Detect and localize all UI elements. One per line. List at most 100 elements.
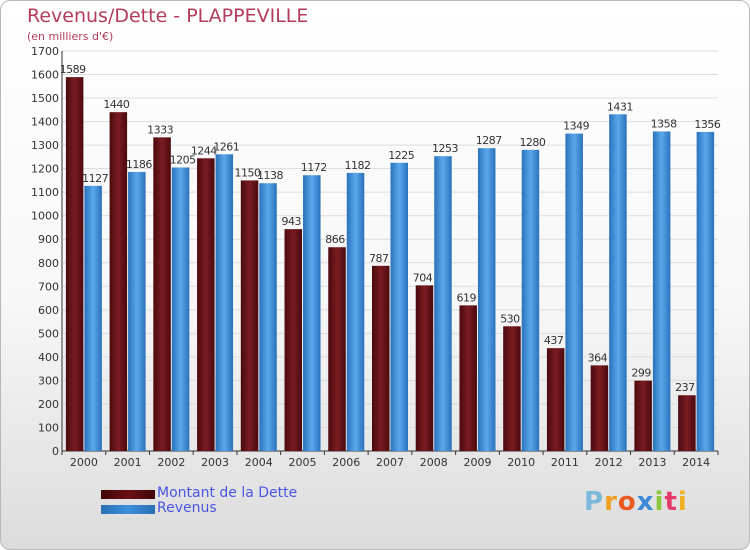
x-tick-label: 2010: [507, 456, 535, 469]
data-label-revenus: 1182: [345, 159, 371, 172]
y-tick-label: 800: [38, 257, 59, 270]
y-tick-label: 0: [52, 445, 59, 458]
logo-letter: P: [584, 487, 605, 517]
bar-revenus: [434, 156, 452, 452]
x-tick-label: 2007: [376, 456, 404, 469]
y-tick-label: 1300: [31, 139, 59, 152]
bar-dette: [109, 112, 128, 452]
data-label-dette: 619: [456, 291, 476, 304]
data-label-revenus: 1349: [563, 120, 589, 133]
y-tick-label: 700: [38, 280, 59, 293]
bar-dette: [459, 305, 477, 451]
data-label-dette: 787: [369, 252, 389, 265]
data-label-revenus: 1253: [432, 142, 458, 155]
proxiti-logo: Proxiti: [584, 487, 688, 517]
x-tick-label: 2003: [201, 456, 229, 469]
bar-dette: [328, 247, 346, 451]
bar-dette: [372, 265, 390, 451]
bar-revenus: [346, 172, 365, 451]
data-label-revenus: 1261: [213, 140, 239, 153]
data-label-revenus: 1172: [301, 161, 327, 174]
axis-layer: 0 100 200 300 400 500 600 700 800 900 1000 1100 1200…: [31, 45, 719, 469]
bar-revenus: [303, 175, 321, 451]
data-label-dette: 364: [588, 351, 608, 364]
y-tick-label: 1500: [31, 92, 59, 105]
logo-letter: i: [654, 487, 665, 517]
data-label-dette: 704: [413, 271, 433, 284]
x-tick-label: 2012: [595, 456, 623, 469]
bar-dette: [590, 365, 609, 451]
bar-dette: [197, 158, 215, 451]
y-tick-label: 100: [38, 421, 59, 434]
logo-letter: r: [604, 487, 618, 517]
data-label-revenus: 1431: [607, 100, 633, 113]
data-label-dette: 1440: [103, 98, 129, 111]
y-tick-label: 500: [38, 327, 59, 340]
bar-dette: [415, 285, 434, 451]
bar-revenus: [128, 171, 146, 452]
chart-subtitle: (en milliers d'€): [27, 30, 114, 43]
bar-revenus: [390, 162, 408, 451]
data-label-dette: 866: [325, 233, 345, 246]
y-tick-label: 1000: [31, 210, 59, 223]
bar-revenus: [84, 185, 102, 451]
bar-revenus: [565, 133, 583, 451]
y-tick-label: 600: [38, 304, 59, 317]
y-tick-label: 1200: [31, 163, 59, 176]
data-label-dette: 237: [675, 381, 695, 394]
logo-letter: o: [617, 487, 637, 517]
x-tick-label: 2001: [114, 456, 142, 469]
data-label-revenus: 1127: [82, 172, 108, 185]
x-tick-label: 2005: [289, 456, 317, 469]
data-label-revenus: 1280: [519, 136, 545, 149]
data-label-dette: 943: [282, 215, 302, 228]
data-label-dette: 1589: [60, 63, 86, 76]
logo-letter: x: [636, 487, 655, 517]
bar-revenus: [521, 149, 540, 451]
y-tick-label: 400: [38, 351, 59, 364]
logo-letter: t: [664, 487, 678, 517]
y-tick-label: 900: [38, 233, 59, 246]
data-label-dette: 299: [631, 367, 651, 380]
y-tick-label: 1700: [31, 45, 59, 58]
bar-revenus: [215, 154, 234, 451]
data-label-revenus: 1225: [388, 149, 414, 162]
x-tick-label: 2000: [70, 456, 98, 469]
data-label-revenus: 1358: [651, 117, 677, 130]
data-label-revenus: 1356: [694, 118, 720, 131]
y-tick-label: 200: [38, 398, 59, 411]
data-label-revenus: 1138: [257, 169, 283, 182]
x-tick-label: 2009: [463, 456, 491, 469]
bar-layer: [65, 77, 715, 452]
data-label-dette: 1150: [235, 166, 261, 179]
data-label-dette: 1333: [147, 123, 173, 136]
legend-label-dette: Montant de la Dette: [157, 485, 298, 501]
bar-revenus: [259, 183, 277, 451]
bar-dette: [65, 77, 84, 451]
data-label-revenus: 1287: [476, 134, 502, 147]
bar-revenus: [652, 131, 671, 451]
data-label-revenus: 1186: [126, 158, 152, 171]
bar-dette: [678, 395, 696, 451]
data-label-dette: 530: [500, 312, 520, 325]
data-label-revenus: 1205: [170, 153, 196, 166]
legend-label-revenus: Revenus: [157, 500, 217, 516]
bar-dette: [546, 348, 565, 451]
logo-letter: i: [677, 487, 688, 517]
y-tick-label: 1600: [31, 69, 59, 82]
y-tick-label: 1100: [31, 186, 59, 199]
bar-revenus: [477, 148, 496, 452]
grid-layer: [62, 50, 718, 452]
x-tick-label: 2006: [332, 456, 360, 469]
bar-revenus: [171, 167, 190, 451]
bar-dette: [634, 380, 652, 451]
legend-swatch-revenus: [101, 505, 155, 514]
bar-dette: [284, 229, 303, 451]
y-tick-label: 1400: [31, 116, 59, 129]
x-tick-label: 2011: [551, 456, 579, 469]
x-tick-label: 2008: [420, 456, 448, 469]
chart-title: Revenus/Dette - PLAPPEVILLE: [27, 5, 309, 27]
chart-area: 0 100 200 300 400 500 600 700 800 900 1000 1100 1200…: [31, 45, 722, 469]
